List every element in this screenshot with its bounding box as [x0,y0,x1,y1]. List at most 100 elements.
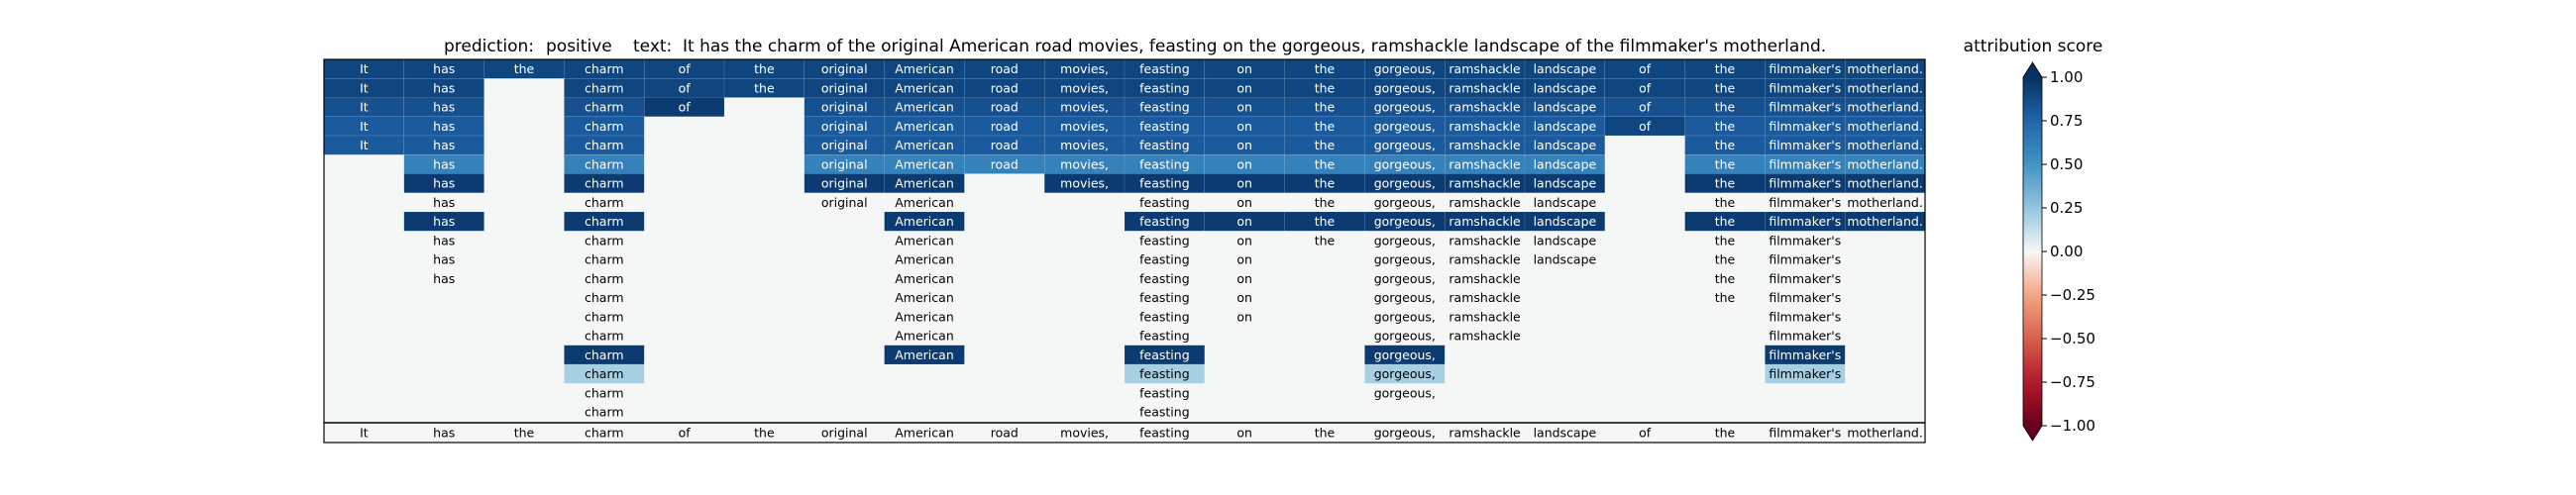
heatmap-cell-label: charm [585,61,624,76]
heatmap-cell-label: gorgeous, [1374,61,1436,76]
colorbar-extend-min [2023,426,2042,441]
heatmap-cell-label: American [895,119,954,134]
prediction-value: positive [546,37,612,56]
heatmap-cell-label: American [895,156,954,171]
heatmap-cell-label: gorgeous, [1374,195,1436,210]
heatmap-cell-label: ramshackle [1449,252,1521,267]
heatmap-cell-label: landscape [1534,252,1597,267]
heatmap-cell [564,173,645,193]
heatmap-cell-label: charm [585,214,624,229]
heatmap-cell-label: gorgeous, [1374,156,1436,171]
heatmap-cell-label: landscape [1534,156,1597,171]
heatmap-cell [403,211,484,232]
heatmap-cell-label: filmmaker's [1769,138,1841,152]
heatmap-cell-label: feasting [1139,309,1190,324]
heatmap-cell-label: the [754,61,775,76]
heatmap-cell-label: movies, [1060,80,1109,95]
heatmap-cell-label: of [679,100,692,115]
heatmap-cell-label: on [1236,80,1252,95]
heatmap-cell-label: original [821,176,868,191]
heatmap-cell [884,173,965,193]
token-label: American [895,426,954,441]
heatmap-cell-label: movies, [1060,100,1109,115]
heatmap-cell-label: the [1315,233,1336,248]
heatmap-cell [1124,363,1206,384]
token-label: feasting [1139,426,1190,441]
heatmap-cell-label: motherland. [1847,156,1922,171]
heatmap-cell [564,363,645,384]
heatmap-cell [564,211,645,232]
colorbar-tick-label: −0.50 [2050,330,2095,347]
heatmap-cell-label: charm [585,156,624,171]
heatmap-cell-label: motherland. [1847,195,1922,210]
heatmap-cell-label: road [991,61,1019,76]
heatmap-cell-label: the [1715,214,1736,229]
colorbar-tick-label: 0.00 [2050,243,2083,260]
heatmap-cell-label: American [895,195,954,210]
token-label: motherland. [1847,426,1922,441]
heatmap-cell-label: landscape [1534,119,1597,134]
heatmap-cell-label: the [1315,100,1336,115]
heatmap-cell-label: on [1236,290,1252,305]
heatmap-cell-label: the [1315,119,1336,134]
heatmap-cell-label: of [679,80,692,95]
heatmap-cell-label: ramshackle [1449,233,1521,248]
heatmap-cell-label: ramshackle [1449,100,1521,115]
heatmap-cell-label: charm [585,309,624,324]
heatmap-cell-label: gorgeous, [1374,385,1436,400]
heatmap-cell-label: on [1236,119,1252,134]
heatmap-cell-label: the [1715,271,1736,286]
heatmap-cell-label: on [1236,271,1252,286]
heatmap-cell-label: the [1315,156,1336,171]
colorbar-tick-label: −1.00 [2050,417,2095,435]
heatmap-cell-label: American [895,233,954,248]
heatmap-cell-label: It [360,100,369,115]
heatmap-grid: It has the charm of the original American road mo… [323,58,1926,444]
heatmap-cell-label: landscape [1534,138,1597,152]
heatmap-cell-label: feasting [1139,138,1190,152]
heatmap-cell-label: on [1236,176,1252,191]
colorbar-extend-max [2023,62,2042,77]
heatmap-cell-label: ramshackle [1449,329,1521,344]
heatmap-cell-label: filmmaker's [1769,366,1841,381]
token-label: the [1715,426,1736,441]
colorbar-tick-label: 0.75 [2050,112,2083,130]
heatmap-cell-label: filmmaker's [1769,156,1841,171]
heatmap-cell-label: has [433,61,455,76]
heatmap-cell-label: of [1639,80,1652,95]
heatmap-cell-label: feasting [1139,61,1190,76]
heatmap-cell-label: road [991,80,1019,95]
heatmap-cell-label: the [1715,252,1736,267]
heatmap-cell-label: gorgeous, [1374,138,1436,152]
heatmap-cell-label: filmmaker's [1769,329,1841,344]
heatmap-cell-label: feasting [1139,347,1190,362]
heatmap-cell-label: filmmaker's [1769,176,1841,191]
heatmap-cell-label: ramshackle [1449,271,1521,286]
heatmap-cell-label: feasting [1139,119,1190,134]
heatmap-cell [643,97,725,117]
heatmap-cell-label: on [1236,309,1252,324]
heatmap-cell-label: ramshackle [1449,156,1521,171]
token-label: on [1236,426,1252,441]
heatmap-cell-label: the [1715,290,1736,305]
heatmap-cell-label: road [991,138,1019,152]
heatmap-cell-label: original [821,195,868,210]
heatmap-cell-label: motherland. [1847,214,1922,229]
heatmap-cell-label: feasting [1139,100,1190,115]
heatmap-cell-label: ramshackle [1449,176,1521,191]
heatmap-cell-label: gorgeous, [1374,290,1436,305]
heatmap-cell [1364,363,1446,384]
heatmap-cell-label: gorgeous, [1374,366,1436,381]
heatmap-cell-label: road [991,156,1019,171]
heatmap-cell-label: motherland. [1847,176,1922,191]
heatmap-cell-label: has [433,252,455,267]
heatmap-cell-label: charm [585,290,624,305]
heatmap-cell-label: It [360,80,369,95]
heatmap-cell [1524,173,1606,193]
heatmap-cell [1765,363,1846,384]
heatmap-cell-label: ramshackle [1449,309,1521,324]
heatmap-cell-label: has [433,176,455,191]
chart-title: prediction: positive text: It has the ch… [444,37,1826,56]
text-label: text: [633,37,672,56]
heatmap-cell-label: motherland. [1847,138,1922,152]
